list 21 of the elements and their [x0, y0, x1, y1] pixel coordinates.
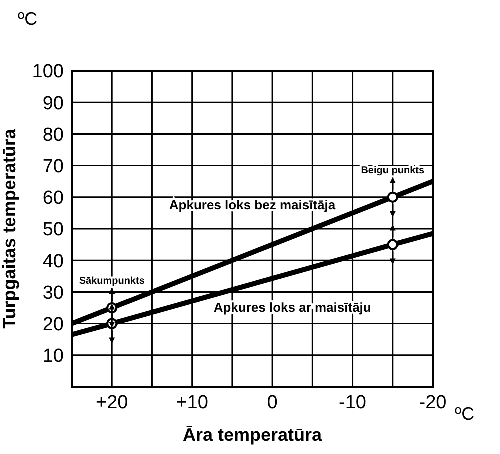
y-tick-label: 20 — [42, 314, 64, 336]
x-tick-label: +20 — [96, 392, 128, 414]
y-axis-title: Turpgaitas temperatūra — [0, 128, 20, 329]
x-tick-label: +10 — [176, 392, 208, 414]
y-tick-label: 90 — [42, 93, 64, 114]
y-tick-label: 50 — [42, 220, 64, 241]
point — [387, 192, 398, 203]
x-tick-label: -20 — [419, 392, 447, 414]
point — [387, 239, 398, 250]
y-tick-label: 10 — [42, 346, 64, 368]
y-tick-label: 80 — [42, 124, 64, 146]
x-tick-label: -10 — [339, 392, 367, 414]
y-tick-label: 60 — [42, 188, 64, 210]
y-tick-label: 40 — [42, 251, 64, 272]
text: ºC — [18, 9, 38, 29]
text: ºC — [455, 404, 475, 424]
x-tick-label: 0 — [267, 392, 278, 414]
y-tick-label: 100 — [32, 62, 64, 83]
y-tick-label: 30 — [42, 282, 64, 304]
y-tick-label: 70 — [42, 156, 64, 178]
x-axis-title: Āra temperatūra — [182, 425, 324, 445]
